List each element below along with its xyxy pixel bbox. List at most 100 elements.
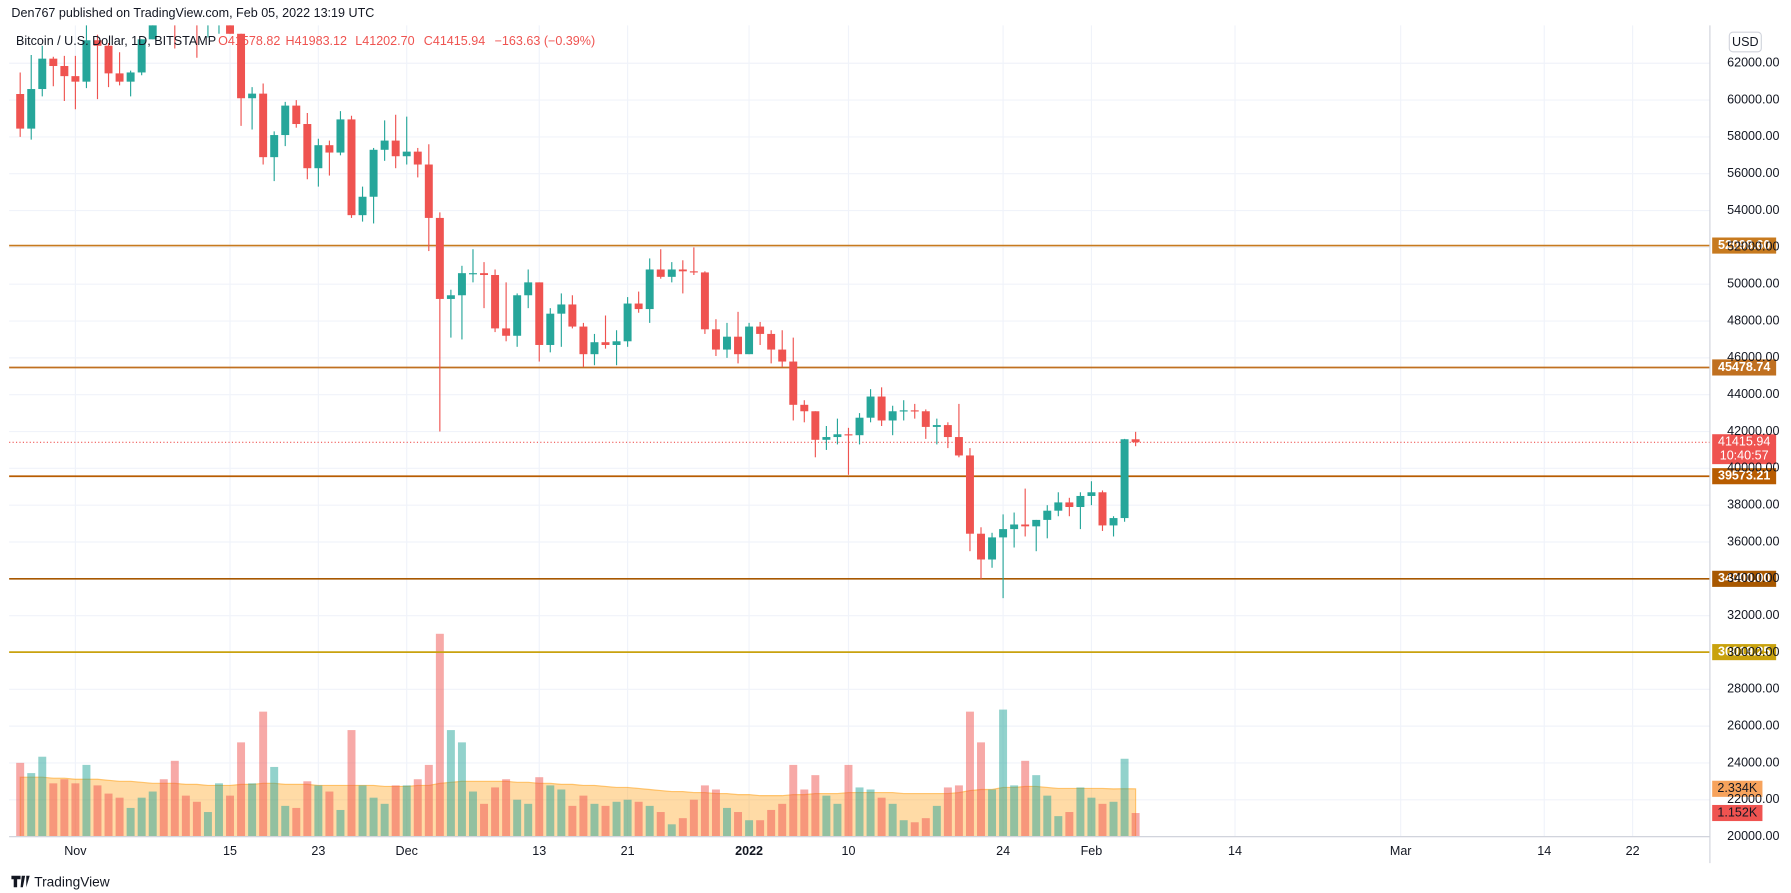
candle-body [767, 333, 776, 350]
volume-bar [513, 799, 522, 837]
level-label: 52098.60 [1718, 238, 1770, 252]
y-tick-label: 36000.00 [1727, 534, 1779, 548]
y-tick-label: 40000.00 [1727, 461, 1779, 475]
volume-bar [413, 779, 422, 837]
volume-bar [93, 785, 102, 837]
candle-body [137, 39, 146, 73]
volume-bar [104, 793, 113, 837]
volume-bar [756, 820, 765, 837]
volume-bar [734, 812, 743, 837]
brand-logo [11, 875, 30, 888]
candle-body [844, 434, 853, 436]
candle-body [965, 455, 974, 534]
level-label: 30019.25 [1718, 644, 1770, 658]
candle-body [1131, 439, 1140, 443]
volume-value-box [1712, 804, 1763, 822]
candle-body [866, 396, 875, 418]
volume-bar [270, 766, 279, 837]
candle-body [336, 119, 345, 153]
candle-body [800, 404, 809, 412]
candle-body [689, 271, 698, 273]
symbol: Bitcoin / U.S. Dollar, 1D, BITSTAMP [16, 34, 216, 48]
volume-bar [192, 801, 201, 837]
volume-bar [1065, 812, 1074, 837]
volume-bar [524, 803, 533, 837]
candle-body [745, 326, 754, 355]
publish-info: Den767 published on TradingView.com, Feb… [11, 6, 374, 20]
volume-bar [336, 809, 345, 837]
y-tick-label: 48000.00 [1727, 313, 1779, 327]
candle-body [789, 361, 798, 405]
candle-body [1043, 510, 1052, 520]
volume-bar [248, 783, 257, 837]
candle-body [226, 25, 234, 34]
candle-body [546, 313, 555, 345]
candle-body [82, 40, 91, 82]
volume-bar [1032, 775, 1041, 837]
volume-bar [380, 803, 389, 837]
volume-bar [910, 822, 919, 837]
volume-bar [469, 791, 477, 837]
volume-bar [369, 797, 378, 837]
volume-bar [535, 777, 544, 837]
x-tick-label: 15 [223, 844, 237, 858]
candle-body [413, 151, 422, 165]
level-label: 45478.74 [1718, 360, 1770, 374]
volume-bar [402, 785, 411, 837]
volume-bar [347, 730, 356, 837]
candle-body [237, 33, 246, 99]
legend-open: O41578.82 [218, 34, 280, 48]
candle-body [314, 145, 323, 169]
candle-body [347, 119, 356, 216]
volume-bar [546, 785, 555, 837]
candle-body [568, 304, 577, 327]
volume-bar [921, 818, 930, 837]
y-tick-label: 44000.00 [1727, 387, 1779, 401]
candle-body [590, 342, 599, 355]
volume-bar [689, 799, 698, 837]
currency[interactable]: USD [1732, 35, 1759, 49]
volume-bar [932, 805, 941, 837]
candle-body [446, 295, 455, 299]
y-tick-label: 60000.00 [1727, 92, 1779, 106]
volume-bar [27, 773, 36, 837]
volume-bar [778, 803, 787, 837]
candle-body [634, 303, 643, 310]
volume-bar [811, 775, 820, 837]
level-label-box [1712, 237, 1777, 254]
legend-change: −163.63 (−0.39%) [495, 34, 596, 48]
volume-bar [623, 799, 632, 837]
candle-body [49, 58, 58, 67]
candle-body [1021, 524, 1030, 527]
volume-bar [71, 783, 80, 837]
candle-body [932, 425, 941, 427]
x-tick-label: 22 [1626, 844, 1640, 858]
candle-body [954, 437, 963, 456]
volume-bar [634, 801, 643, 837]
volume-bar [1098, 803, 1107, 837]
volume-bar [314, 785, 323, 837]
volume-bar [424, 764, 433, 837]
candle-body [126, 72, 135, 82]
volume-bar [82, 764, 91, 837]
y-tick-label: 32000.00 [1727, 608, 1779, 622]
volume-bar [60, 779, 69, 837]
candle-body [292, 105, 301, 125]
candle-body [259, 93, 268, 158]
candle-body [1098, 492, 1107, 526]
y-tick-label: 46000.00 [1727, 350, 1779, 364]
candle-body [833, 434, 842, 438]
volume-bar [170, 760, 179, 837]
candle-body [369, 149, 378, 197]
volume-bar [678, 818, 687, 837]
level-label-box [1712, 570, 1777, 587]
currency-box[interactable] [1728, 31, 1762, 53]
candle-body [899, 410, 908, 412]
candle-body [678, 269, 687, 272]
candle-body [811, 411, 820, 440]
brand: TradingView [34, 874, 109, 889]
x-tick-label: Mar [1390, 844, 1412, 858]
candle-body [1109, 518, 1118, 526]
levels: 52098.60 45478.74 39573.21 34000.00 30019.25… [9, 237, 1777, 822]
level-label-box [1712, 644, 1777, 661]
